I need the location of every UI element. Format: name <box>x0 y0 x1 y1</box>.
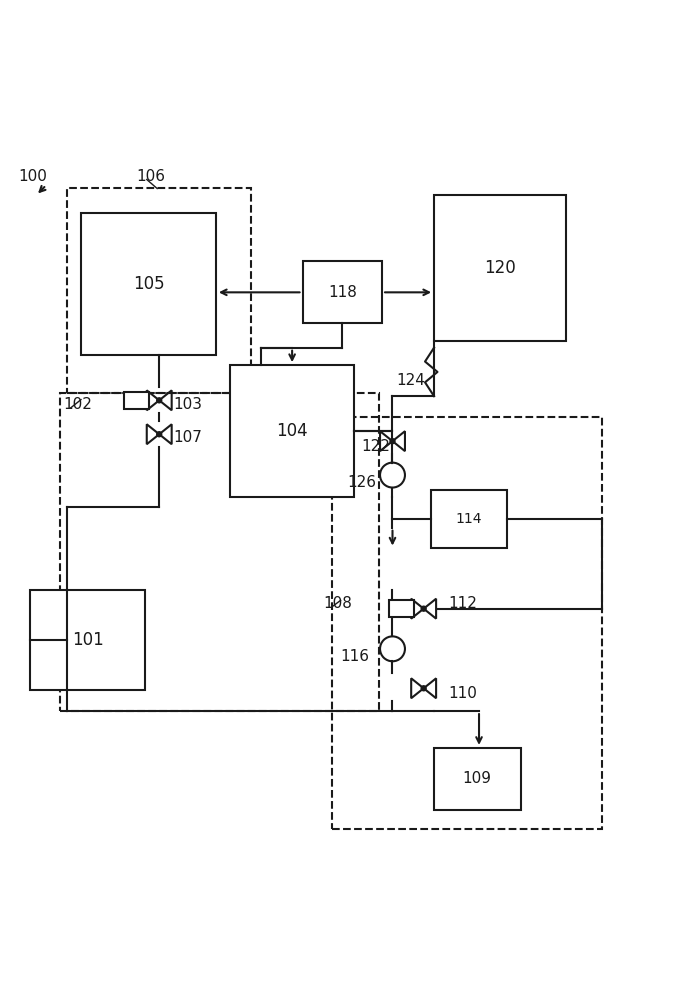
Bar <box>434 195 566 341</box>
Text: 108: 108 <box>323 596 352 611</box>
Text: 114: 114 <box>455 512 482 526</box>
Text: 104: 104 <box>277 422 308 440</box>
Bar <box>302 261 382 323</box>
Bar <box>67 188 251 393</box>
Circle shape <box>421 686 426 691</box>
Bar <box>60 393 379 711</box>
Bar <box>431 490 507 548</box>
Circle shape <box>390 439 395 444</box>
Text: 112: 112 <box>448 596 477 611</box>
Text: 106: 106 <box>136 169 165 184</box>
Text: 120: 120 <box>484 259 516 277</box>
Text: 100: 100 <box>19 169 47 184</box>
Text: 103: 103 <box>173 397 202 412</box>
Circle shape <box>421 606 426 611</box>
Text: 124: 124 <box>396 373 425 388</box>
Bar <box>230 365 354 497</box>
Bar <box>31 590 145 690</box>
Text: 105: 105 <box>133 275 164 293</box>
Bar <box>434 748 521 810</box>
Circle shape <box>157 432 162 437</box>
Bar <box>389 600 414 617</box>
Text: 116: 116 <box>341 649 370 664</box>
Text: 126: 126 <box>348 475 377 490</box>
Text: 109: 109 <box>463 771 492 786</box>
Text: 101: 101 <box>72 631 104 649</box>
Text: 118: 118 <box>328 285 357 300</box>
Bar <box>124 392 149 409</box>
Text: 102: 102 <box>64 397 92 412</box>
Text: 122: 122 <box>361 439 390 454</box>
Circle shape <box>157 398 162 403</box>
Text: 107: 107 <box>173 430 202 445</box>
Bar <box>332 417 603 829</box>
Bar <box>81 213 216 355</box>
Text: 110: 110 <box>448 686 477 701</box>
